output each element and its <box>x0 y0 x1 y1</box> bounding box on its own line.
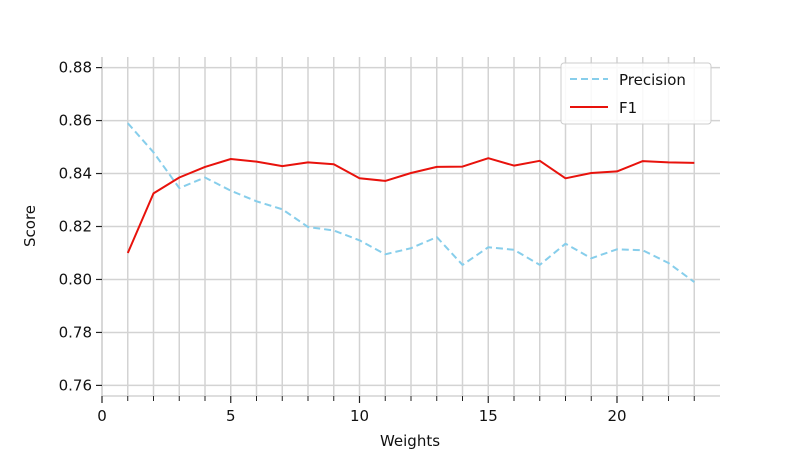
y-tick-label: 0.78 <box>59 323 92 341</box>
y-tick-label: 0.84 <box>59 165 92 183</box>
x-tick-label: 15 <box>479 407 498 425</box>
series-line-f1 <box>126 157 695 254</box>
axes <box>96 57 720 403</box>
series-line-precision <box>127 122 695 283</box>
x-tick-label: 0 <box>97 407 107 425</box>
y-tick-label: 0.80 <box>59 270 92 288</box>
y-tick-label: 0.86 <box>59 112 92 130</box>
y-tick-label: 0.88 <box>59 59 92 77</box>
x-tick-label: 20 <box>607 407 626 425</box>
y-tick-label: 0.82 <box>59 218 92 236</box>
x-axis-label: Weights <box>380 432 440 450</box>
legend-label-precision: Precision <box>619 71 686 89</box>
legend: Precision F1 <box>560 62 712 125</box>
x-tick-label: 5 <box>226 407 236 425</box>
y-axis-label: Score <box>21 205 39 247</box>
legend-label-f1: F1 <box>619 99 637 117</box>
y-tick-label: 0.76 <box>59 376 92 394</box>
plot-lines <box>126 122 695 283</box>
grid <box>101 57 720 396</box>
x-tick-label: 10 <box>350 407 369 425</box>
tick-labels: 0 5 10 15 20 0.76 0.78 0.80 0.82 0.84 0.86 0.88 <box>59 59 627 425</box>
